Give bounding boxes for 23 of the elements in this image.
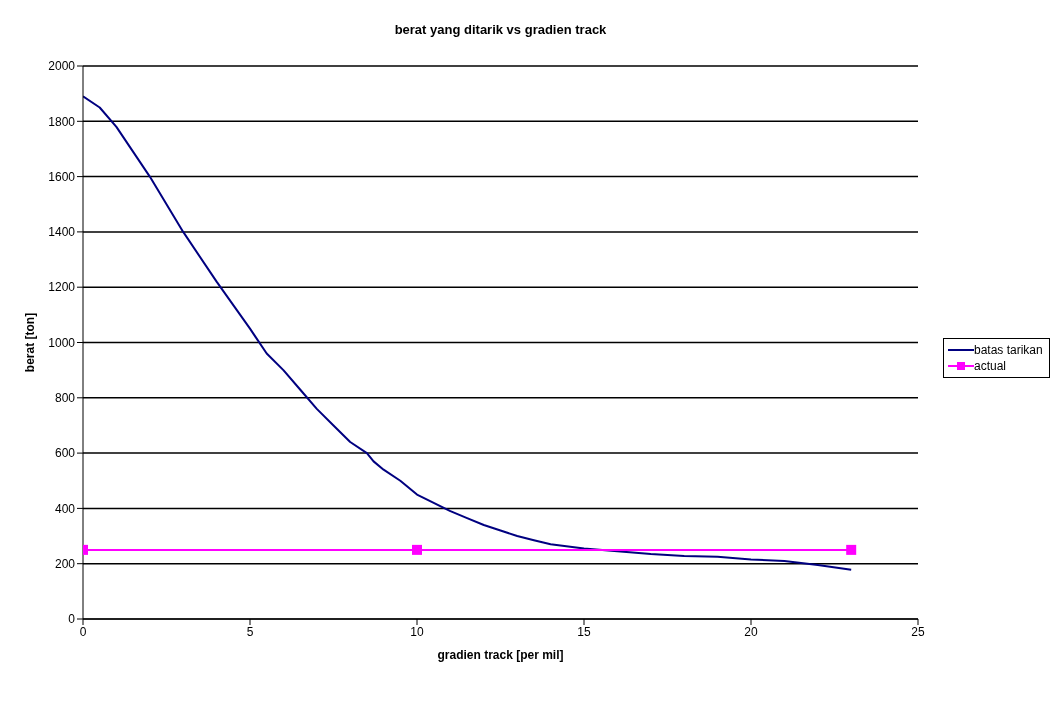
y-tick-label: 600 bbox=[54, 446, 76, 461]
chart-title: berat yang ditarik vs gradien track bbox=[394, 22, 608, 37]
y-tick-label: 1200 bbox=[48, 280, 76, 295]
y-tick-label: 1000 bbox=[48, 335, 76, 350]
x-tick-label: 0 bbox=[79, 624, 87, 639]
y-tick-label: 800 bbox=[54, 391, 76, 406]
y-tick-label: 1600 bbox=[48, 169, 76, 184]
y-tick-label: 400 bbox=[54, 501, 76, 516]
y-axis-title: berat [ton] bbox=[23, 312, 38, 373]
y-tick-label: 200 bbox=[54, 556, 76, 571]
x-tick-label: 20 bbox=[744, 624, 758, 639]
x-tick-label: 5 bbox=[246, 624, 254, 639]
x-axis-title: gradien track [per mil] bbox=[437, 648, 564, 662]
x-tick-label: 10 bbox=[410, 624, 424, 639]
x-tick-label: 25 bbox=[911, 624, 925, 639]
line-series bbox=[83, 95, 853, 571]
legend-label: actual bbox=[974, 359, 1007, 373]
y-tick-label: 1800 bbox=[48, 114, 76, 129]
y-tick-label: 0 bbox=[68, 612, 76, 627]
y-tick-label: 2000 bbox=[48, 59, 76, 74]
y-tick-label: 1400 bbox=[48, 225, 76, 240]
legend-label: batas tarikan bbox=[974, 343, 1043, 357]
x-tick-label: 15 bbox=[577, 624, 591, 639]
